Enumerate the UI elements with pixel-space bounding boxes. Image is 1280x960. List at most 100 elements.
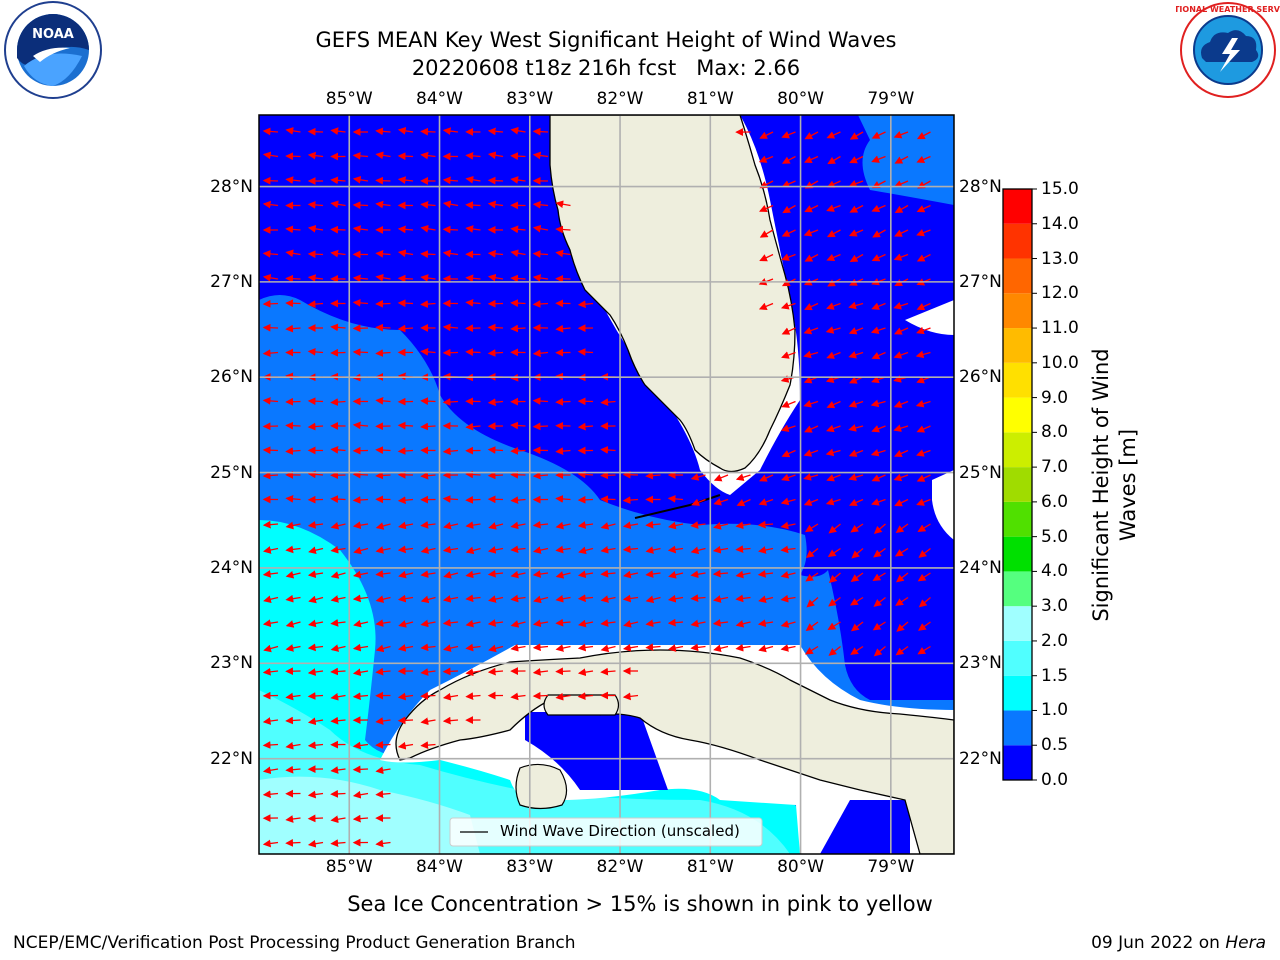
wind-wave-arrow (308, 619, 324, 628)
sea-ice-note: Sea Ice Concentration > 15% is shown in … (347, 892, 933, 916)
wind-wave-arrow (307, 348, 324, 356)
wind-wave-arrow (397, 545, 414, 554)
wind-wave-arrow (577, 570, 594, 579)
wind-wave-arrow (262, 299, 279, 308)
wind-wave-arrow (420, 520, 436, 529)
wind-wave-arrow (487, 127, 504, 136)
wind-wave-arrow (532, 619, 549, 628)
wind-wave-arrow (307, 717, 324, 726)
wind-wave-arrow (622, 521, 639, 530)
wind-wave-arrow (308, 595, 324, 604)
colorbar-segment (1003, 710, 1032, 746)
wind-wave-arrow (510, 152, 526, 161)
wind-wave-arrow (375, 790, 391, 799)
wind-wave-arrow (622, 545, 639, 554)
wind-wave-arrow (510, 299, 526, 308)
wind-wave-arrow (420, 397, 436, 406)
lon-tick-label-top: 83°W (506, 89, 554, 109)
wind-wave-arrow (420, 643, 436, 652)
wind-wave-arrow (780, 302, 796, 310)
wind-wave-arrow (465, 201, 481, 210)
wind-wave-arrow (487, 471, 504, 480)
colorbar-segment (1003, 640, 1032, 676)
wind-wave-arrow (849, 204, 864, 213)
wind-wave-arrow (848, 400, 864, 408)
wind-wave-arrow (285, 716, 301, 725)
wind-wave-arrow (873, 523, 886, 534)
wind-wave-arrow (782, 204, 796, 214)
wind-wave-arrow (397, 496, 414, 505)
wind-wave-arrow (397, 274, 414, 283)
wind-wave-arrow (916, 228, 931, 237)
wind-wave-arrow (532, 200, 549, 209)
svg-text:NATIONAL WEATHER SERVICE: NATIONAL WEATHER SERVICE (1176, 5, 1280, 14)
wind-wave-arrow (600, 471, 616, 480)
wind-wave-arrow (510, 521, 526, 530)
colorbar (1002, 188, 1037, 781)
wind-wave-arrow (532, 224, 549, 233)
wind-wave-arrow (532, 151, 549, 160)
wind-wave-arrow (871, 155, 886, 163)
wind-wave-arrow (759, 131, 774, 139)
colorbar-tick-label: 9.0 (1041, 387, 1069, 408)
wind-wave-arrow (397, 594, 414, 603)
wind-wave-arrow (645, 619, 661, 628)
wind-wave-arrow (577, 300, 594, 309)
wind-wave-arrow (893, 253, 909, 261)
wave-band-cuba-pocket (525, 712, 668, 790)
graticule (259, 115, 954, 854)
wind-wave-arrow (758, 498, 774, 506)
wind-wave-arrow (375, 644, 391, 653)
wind-wave-arrow (307, 127, 324, 136)
wind-wave-arrow (420, 224, 436, 233)
wind-wave-arrow (330, 766, 346, 774)
wind-wave-arrow (872, 621, 886, 631)
wind-wave-arrow (420, 619, 436, 628)
wind-wave-arrow (850, 621, 864, 632)
wind-wave-arrow (420, 741, 436, 750)
lon-tick-label-bottom: 83°W (506, 857, 554, 877)
wind-wave-arrow (285, 594, 301, 603)
wind-wave-arrow (285, 127, 301, 135)
florida-landmass (549, 115, 796, 473)
colorbar-segment (1003, 328, 1032, 363)
wind-wave-arrow (917, 645, 931, 655)
wind-wave-arrow (375, 766, 391, 775)
wind-wave-arrow (375, 299, 391, 308)
wind-wave-arrow (895, 572, 909, 583)
wind-wave-arrow (871, 498, 886, 506)
wind-wave-arrow (510, 643, 526, 652)
wind-wave-arrow (645, 520, 661, 529)
wind-wave-arrow (780, 545, 796, 554)
wind-wave-arrow (871, 351, 886, 360)
wind-wave-arrow (352, 175, 369, 184)
wind-wave-arrow (690, 546, 706, 555)
wind-wave-arrow (352, 201, 369, 210)
colorbar-segment (1003, 362, 1032, 398)
wind-wave-arrow (849, 131, 864, 140)
wind-wave-arrow (805, 572, 819, 582)
wind-wave-arrow (600, 569, 616, 578)
lat-tick-label-left: 26°N (210, 367, 253, 388)
colorbar-segment (1003, 432, 1032, 468)
wind-wave-arrow (465, 298, 481, 307)
wind-wave-arrow (285, 838, 301, 847)
wind-wave-arrow (916, 425, 931, 433)
wind-wave-arrow (262, 250, 279, 258)
colorbar-tick-label: 6.0 (1041, 491, 1069, 512)
wind-wave-arrow (510, 570, 526, 579)
wind-wave-arrow (488, 644, 504, 653)
wind-wave-arrow (307, 643, 324, 652)
wind-wave-arrow (262, 717, 279, 725)
wind-wave-arrow (307, 570, 324, 579)
wind-wave-arrow (577, 668, 594, 677)
wind-wave-arrow (668, 571, 684, 579)
wind-wave-arrow (420, 250, 436, 259)
wind-wave-arrow (532, 643, 549, 652)
wind-wave-arrow (375, 619, 391, 627)
wind-wave-arrow (803, 326, 819, 335)
wind-wave-arrow (916, 474, 931, 482)
lon-tick-label-top: 80°W (777, 89, 825, 109)
wind-wave-arrow (781, 449, 796, 458)
wind-wave-arrow (442, 716, 459, 725)
